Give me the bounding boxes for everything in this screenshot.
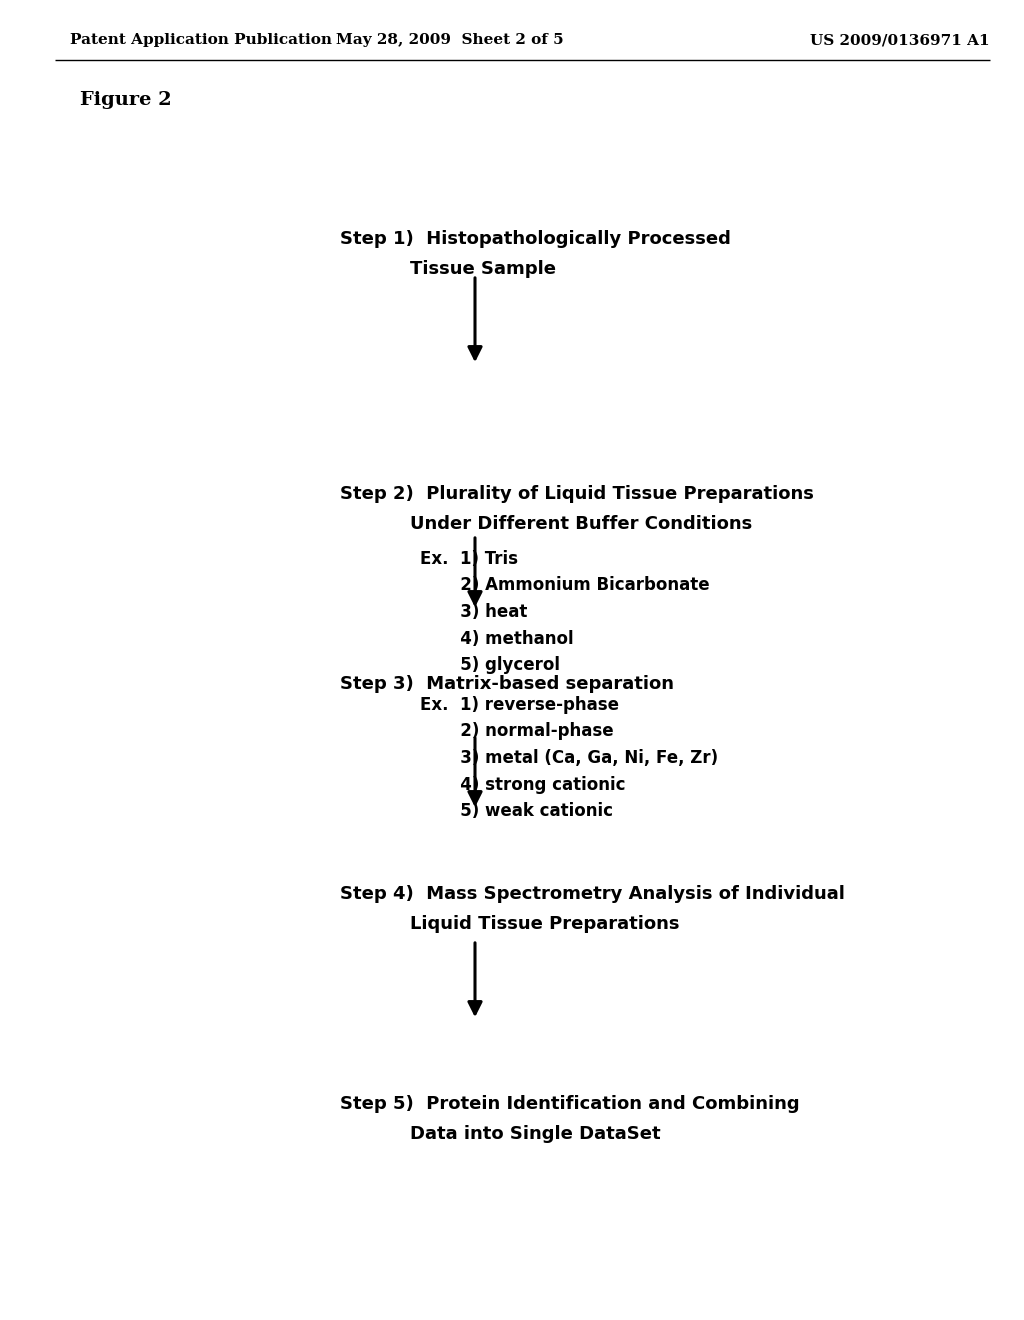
Text: May 28, 2009  Sheet 2 of 5: May 28, 2009 Sheet 2 of 5 (336, 33, 564, 48)
Text: Patent Application Publication: Patent Application Publication (70, 33, 332, 48)
Text: Ex.  1) Tris: Ex. 1) Tris (420, 550, 518, 568)
Text: Ex.  1) reverse-phase: Ex. 1) reverse-phase (420, 696, 618, 714)
Text: 5) weak cationic: 5) weak cationic (420, 803, 613, 820)
Text: Step 4)  Mass Spectrometry Analysis of Individual: Step 4) Mass Spectrometry Analysis of In… (340, 884, 845, 903)
Text: Figure 2: Figure 2 (80, 91, 172, 110)
Text: Step 2)  Plurality of Liquid Tissue Preparations: Step 2) Plurality of Liquid Tissue Prepa… (340, 484, 814, 503)
Text: Step 1)  Histopathologically Processed: Step 1) Histopathologically Processed (340, 230, 731, 248)
Text: Step 5)  Protein Identification and Combining: Step 5) Protein Identification and Combi… (340, 1096, 800, 1113)
Text: 3) heat: 3) heat (420, 603, 527, 620)
Text: Data into Single DataSet: Data into Single DataSet (410, 1125, 660, 1143)
Text: Liquid Tissue Preparations: Liquid Tissue Preparations (410, 915, 680, 933)
Text: US 2009/0136971 A1: US 2009/0136971 A1 (810, 33, 990, 48)
Text: Under Different Buffer Conditions: Under Different Buffer Conditions (410, 515, 753, 533)
Text: 3) metal (Ca, Ga, Ni, Fe, Zr): 3) metal (Ca, Ga, Ni, Fe, Zr) (420, 748, 718, 767)
Text: Step 3)  Matrix-based separation: Step 3) Matrix-based separation (340, 675, 674, 693)
Text: 4) strong cationic: 4) strong cationic (420, 776, 626, 793)
Text: 2) Ammonium Bicarbonate: 2) Ammonium Bicarbonate (420, 577, 710, 594)
Text: 5) glycerol: 5) glycerol (420, 656, 560, 675)
Text: Tissue Sample: Tissue Sample (410, 260, 556, 279)
Text: 4) methanol: 4) methanol (420, 630, 573, 648)
Text: 2) normal-phase: 2) normal-phase (420, 722, 613, 741)
